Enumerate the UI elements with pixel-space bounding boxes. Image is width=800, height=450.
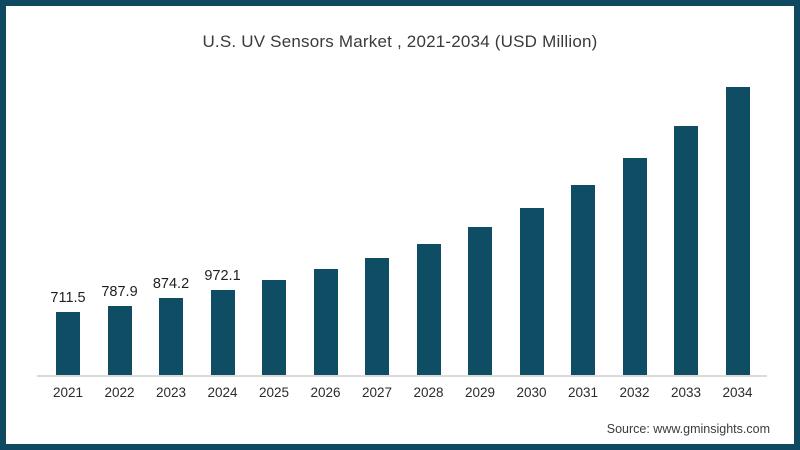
bar-value-label-2023: 874.2 [152, 276, 190, 292]
x-axis-tick-label-2027: 2027 [361, 385, 393, 400]
bar-2033 [674, 126, 698, 375]
bar-2034 [725, 87, 750, 375]
chart-title: U.S. UV Sensors Market , 2021-2034 (USD … [202, 32, 598, 51]
bar-2028 [416, 244, 441, 375]
x-axis-tick-label-2033: 2033 [670, 385, 702, 400]
x-axis-tick-label-2030: 2030 [516, 385, 547, 400]
x-axis-tick-label-2029: 2029 [464, 385, 496, 400]
x-axis-tick-label-2026: 2026 [310, 385, 341, 400]
x-axis-tick-label-2031: 2031 [567, 385, 599, 400]
bar-value-label-2024: 972.1 [204, 268, 241, 284]
bar-2030 [519, 208, 544, 375]
bar-2031 [571, 185, 595, 375]
bar-2026 [313, 269, 338, 375]
bar-chart-plot-area: 711.5 2021 787.9 2022 874.2 2023 972.1 2024 2025… [37, 87, 767, 400]
x-axis-tick-label-2032: 2032 [619, 385, 650, 400]
x-axis-tick-label-2034: 2034 [722, 385, 753, 400]
x-axis-tick-label-2022: 2022 [104, 385, 135, 400]
x-axis-tick-label-2024: 2024 [207, 385, 238, 400]
bar-2021 [56, 312, 80, 375]
bar-2027 [365, 258, 389, 375]
bar-2022 [107, 306, 132, 375]
bar-value-label-2021: 711.5 [50, 290, 86, 306]
x-axis-tick-label-2023: 2023 [155, 385, 187, 400]
bar-2032 [622, 158, 647, 375]
x-axis-tick-label-2028: 2028 [413, 385, 444, 400]
source-attribution: Source: www.gminsights.com [606, 422, 770, 436]
bar-2024 [210, 290, 235, 375]
x-axis-tick-label-2025: 2025 [258, 385, 290, 400]
bar-value-label-2022: 787.9 [101, 284, 138, 300]
bar-2029 [468, 227, 492, 375]
bar-2023 [159, 298, 183, 375]
bar-2025 [262, 280, 286, 375]
x-axis-tick-label-2021: 2021 [52, 385, 84, 400]
